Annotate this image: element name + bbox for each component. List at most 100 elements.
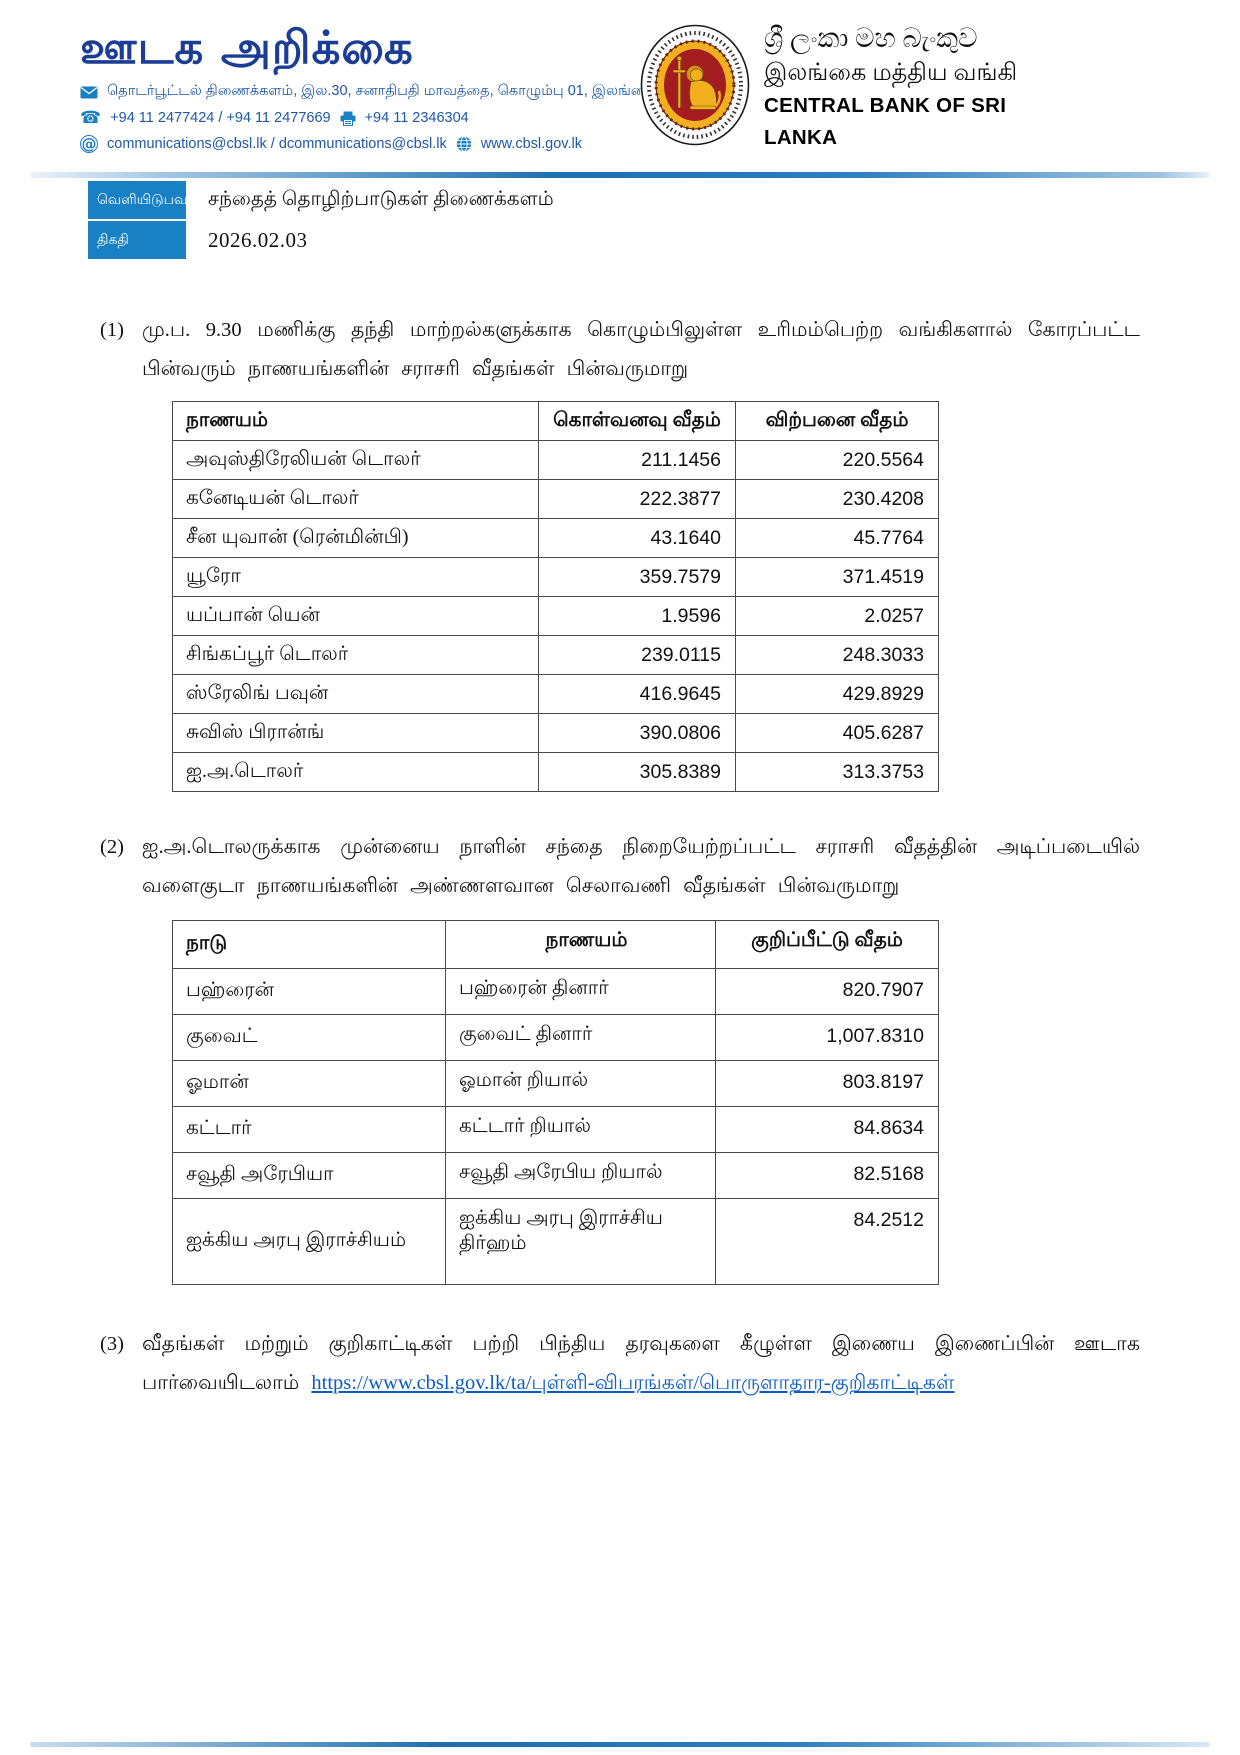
country-name: சவூதி அரேபியா — [172, 1152, 446, 1199]
selling-rate: 429.8929 — [735, 674, 939, 714]
issuer-value: சந்தைத் தொழிற்பாடுகள் திணைக்களம் — [208, 187, 554, 210]
currency-name: குவைட் தினார் — [445, 1014, 716, 1061]
phone-icon: ☎ — [80, 108, 102, 128]
selling-rate: 2.0257 — [735, 596, 939, 636]
globe-icon — [456, 136, 472, 152]
buying-rate: 211.1456 — [538, 440, 736, 480]
envelope-icon — [80, 86, 98, 99]
currency-name: பஹ்ரைன் தினார் — [445, 968, 716, 1015]
currency-name: கட்டார் றியால் — [445, 1106, 716, 1153]
bank-name-english: CENTRAL BANK OF SRI LANKA — [764, 94, 1007, 149]
currency-name: ஸ்ரேலிங் பவுன் — [172, 674, 539, 714]
paragraph-3-marker: (3) — [100, 1333, 124, 1355]
indicative-rate: 82.5168 — [715, 1152, 939, 1199]
currency-name: சவூதி அரேபிய றியால் — [445, 1152, 716, 1199]
selling-rate: 405.6287 — [735, 713, 939, 753]
currency-name: சிங்கப்பூர் டொலர் — [172, 635, 539, 675]
buying-rate: 239.0115 — [538, 635, 736, 675]
selling-rate: 230.4208 — [735, 479, 939, 519]
header-left: ஊடக அறிக்கை தொடர்பூட்டல் திணைக்களம், இல.… — [80, 20, 654, 154]
currency-name: ஐக்கிய அரபு இராச்சிய திர்ஹம் — [445, 1198, 716, 1285]
issuer-label: வெளியிடுபவர் — [88, 181, 195, 219]
currency-name: யப்பான் யென் — [172, 596, 539, 636]
meta-block: வெளியிடுபவர் சந்தைத் தொழிற்பாடுகள் திணைக… — [88, 181, 1240, 259]
printer-icon — [340, 111, 356, 126]
currency-name: ஐ.அ.டொலர் — [172, 752, 539, 792]
currency-name: சுவிஸ் பிரான்ங் — [172, 713, 539, 753]
currency-name: கனேடியன் டொலர் — [172, 479, 539, 519]
indicative-rate: 803.8197 — [715, 1060, 939, 1107]
country-name: பஹ்ரைன் — [172, 968, 446, 1015]
country-header: நாடு — [172, 920, 446, 969]
table-row: அவுஸ்திரேலியன் டொலர் 211.1456 220.5564 — [172, 440, 939, 480]
indicative-rate-header: குறிப்பீட்டு வீதம் — [715, 920, 939, 969]
table-row: ஸ்ரேலிங் பவுன் 416.9645 429.8929 — [172, 674, 939, 714]
table-header-row: நாடு நாணயம் குறிப்பீட்டு வீதம் — [172, 920, 939, 969]
fax-number: +94 11 2346304 — [364, 110, 469, 126]
paragraph-2: (2) ஐ.அ.டொலருக்காக முன்னைய நாளின் சந்தை … — [100, 828, 1140, 906]
buying-rate: 1.9596 — [538, 596, 736, 636]
date-row: திகதி 2026.02.03 — [88, 221, 1240, 259]
paragraph-1: (1) மு.ப. 9.30 மணிக்கு தந்தி மாற்றல்களுக… — [100, 311, 1140, 389]
table-row: ஓமான் ஓமான் றியால் 803.8197 — [172, 1060, 939, 1107]
header-divider — [30, 172, 1210, 178]
indicative-rate: 1,007.8310 — [715, 1014, 939, 1061]
email-icon: @ — [80, 135, 98, 153]
address-line: தொடர்பூட்டல் திணைக்களம், இல.30, சனாதிபதி… — [80, 83, 654, 101]
selling-rate: 220.5564 — [735, 440, 939, 480]
bank-name-sinhala: ශ්‍රී ලංකා මහ බැංකුව — [764, 23, 978, 53]
address-text: தொடர்பூட்டல் திணைக்களம், இல.30, சனாதிபதி… — [107, 83, 654, 99]
table-row: கட்டார் கட்டார் றியால் 84.8634 — [172, 1106, 939, 1153]
selling-rate: 371.4519 — [735, 557, 939, 597]
bank-name-tamil: இலங்கை மத்திய வங்கி — [764, 60, 1018, 86]
currency-name: சீன யுவான் (ரென்மின்பி) — [172, 518, 539, 558]
date-value: 2026.02.03 — [208, 227, 308, 252]
buying-rate: 43.1640 — [538, 518, 736, 558]
gulf-rates-table: நாடு நாணயம் குறிப்பீட்டு வீதம் பஹ்ரைன் ப… — [172, 920, 939, 1285]
selling-rate: 313.3753 — [735, 752, 939, 792]
country-name: ஓமான் — [172, 1060, 446, 1107]
table-row: சிங்கப்பூர் டொலர் 239.0115 248.3033 — [172, 635, 939, 675]
email-addresses: communications@cbsl.lk / dcommunications… — [107, 136, 447, 152]
currency-name: ஓமான் றியால் — [445, 1060, 716, 1107]
phone-numbers: +94 11 2477424 / +94 11 2477669 — [110, 110, 331, 126]
paragraph-3-body: வீதங்கள் மற்றும் குறிகாட்டிகள் பற்றி பிந… — [142, 1333, 1140, 1394]
email-line: @ communications@cbsl.lk / dcommunicatio… — [80, 135, 640, 153]
media-release-logo: ஊடக அறிக்கை — [80, 21, 414, 74]
currency-header: நாணயம் — [172, 401, 539, 441]
buying-rate: 222.3877 — [538, 479, 736, 519]
table-row: குவைட் குவைட் தினார் 1,007.8310 — [172, 1014, 939, 1061]
table-row: சுவிஸ் பிரான்ங் 390.0806 405.6287 — [172, 713, 939, 753]
paragraph-2-text: ஐ.அ.டொலருக்காக முன்னைய நாளின் சந்தை நிறை… — [142, 836, 1140, 897]
country-name: கட்டார் — [172, 1106, 446, 1153]
buying-rate-header: கொள்வனவு வீதம் — [538, 401, 736, 441]
paragraph-3: (3) வீதங்கள் மற்றும் குறிகாட்டிகள் பற்றி… — [100, 1325, 1140, 1403]
selling-rate: 45.7764 — [735, 518, 939, 558]
buying-rate: 416.9645 — [538, 674, 736, 714]
paragraph-2-marker: (2) — [100, 836, 124, 858]
currency-name: யூரோ — [172, 557, 539, 597]
website-url: www.cbsl.gov.lk — [480, 136, 582, 152]
paragraph-1-text: மு.ப. 9.30 மணிக்கு தந்தி மாற்றல்களுக்காக… — [142, 319, 1140, 380]
header: ஊடக அறிக்கை தொடர்பூட்டல் திணைக்களம், இல.… — [0, 0, 1240, 154]
currency-name: அவுஸ்திரேலியன் டொலர் — [172, 440, 539, 480]
header-right: ශ්‍රී ලංකා මහ බැංකුව இலங்கை மத்திய வங்கி… — [640, 20, 1035, 154]
country-name: குவைட் — [172, 1014, 446, 1061]
phone-line: ☎ +94 11 2477424 / +94 11 2477669 +94 11… — [80, 108, 640, 128]
cbsl-seal-logo — [640, 24, 750, 151]
table-row: பஹ்ரைன் பஹ்ரைன் தினார் 820.7907 — [172, 968, 939, 1015]
table-row: சவூதி அரேபியா சவூதி அரேபிய றியால் 82.516… — [172, 1152, 939, 1199]
buying-rate: 305.8389 — [538, 752, 736, 792]
indicative-rate: 820.7907 — [715, 968, 939, 1015]
indicative-rate: 84.2512 — [715, 1198, 939, 1285]
statistics-link[interactable]: https://www.cbsl.gov.lk/ta/புள்ளி-விபரங்… — [311, 1372, 955, 1394]
buying-rate: 359.7579 — [538, 557, 736, 597]
issuer-row: வெளியிடுபவர் சந்தைத் தொழிற்பாடுகள் திணைக… — [88, 181, 1240, 219]
selling-rate: 248.3033 — [735, 635, 939, 675]
date-label: திகதி — [88, 221, 186, 259]
footer-divider — [30, 1742, 1210, 1747]
table-header-row: நாணயம் கொள்வனவு வீதம் விற்பனை வீதம் — [172, 401, 939, 441]
paragraph-3-text: வீதங்கள் மற்றும் குறிகாட்டிகள் பற்றி பிந… — [142, 1325, 1140, 1403]
indicative-rate: 84.8634 — [715, 1106, 939, 1153]
